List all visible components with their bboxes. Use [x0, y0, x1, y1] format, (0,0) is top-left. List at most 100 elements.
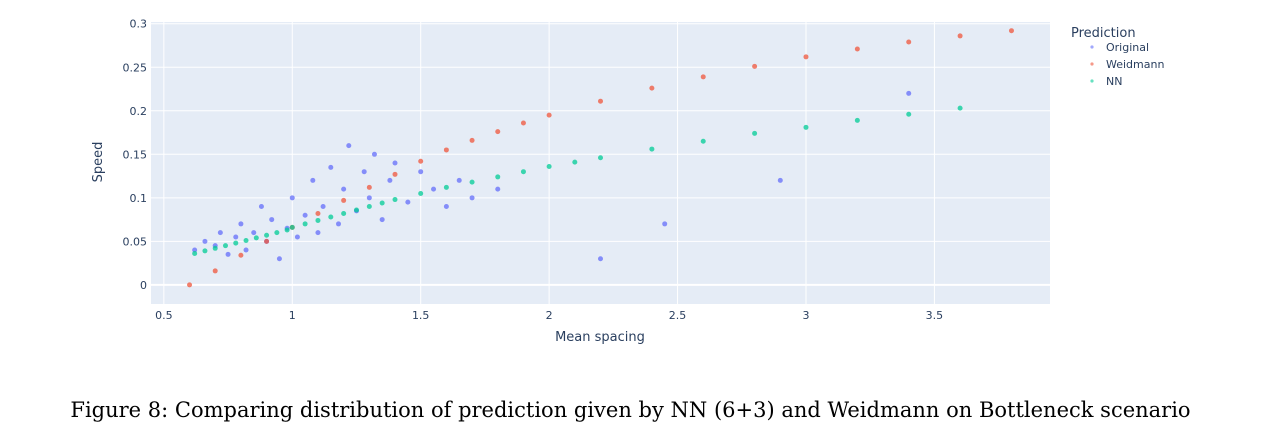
data-point [520, 120, 526, 126]
plot-area [151, 22, 1050, 304]
y-axis-title: Speed [91, 142, 106, 183]
data-point [289, 195, 295, 201]
data-point [243, 237, 249, 243]
data-point [361, 169, 367, 175]
data-point [192, 247, 198, 253]
figure-caption: Figure 8: Comparing distribution of pred… [70, 398, 1191, 422]
data-point [238, 221, 244, 227]
legend-label: NN [1106, 75, 1122, 88]
data-point [957, 105, 963, 111]
data-point [264, 238, 270, 244]
data-point [387, 177, 393, 183]
data-point [598, 98, 603, 104]
data-point [495, 174, 501, 180]
y-tick-label: 0.2 [130, 105, 148, 118]
data-point [456, 177, 462, 183]
legend[interactable]: Prediction Original Weidmann NN [1071, 26, 1164, 88]
data-point [649, 146, 655, 152]
data-point [495, 129, 501, 135]
data-point [443, 147, 449, 153]
data-point [662, 221, 668, 227]
data-point [752, 130, 758, 136]
data-points [187, 28, 1014, 288]
data-point [251, 230, 257, 236]
data-point [284, 227, 290, 233]
data-point [700, 138, 706, 144]
data-point [243, 247, 249, 253]
tick-labels: 0.5 1 1.5 2 2.5 3 3.5 0 0.05 0.1 0.15 0.2 0.25 0.3 [123, 18, 944, 322]
legend-item[interactable]: Weidmann [1090, 58, 1164, 71]
data-point [238, 252, 244, 258]
data-point [269, 217, 275, 223]
data-point [294, 234, 300, 240]
data-point [217, 230, 223, 236]
data-point [353, 207, 359, 213]
legend-item[interactable]: Original [1090, 41, 1149, 54]
data-point [418, 190, 424, 196]
data-point [649, 85, 655, 91]
x-tick-label: 2.5 [669, 309, 687, 322]
data-point [289, 224, 295, 230]
data-point [392, 197, 398, 203]
data-point [222, 243, 228, 249]
data-point [572, 159, 578, 165]
data-point [212, 268, 218, 274]
data-point [302, 221, 308, 227]
data-point [328, 164, 334, 170]
x-tick-label: 3 [802, 309, 809, 322]
data-point [957, 33, 963, 39]
data-point [752, 63, 758, 69]
data-point [225, 251, 231, 257]
x-axis-title: Mean spacing [555, 330, 645, 345]
series-original [192, 90, 912, 262]
data-point [366, 195, 372, 201]
y-tick-label: 0.1 [130, 192, 148, 205]
data-point [328, 214, 334, 220]
data-point [405, 199, 411, 205]
data-point [598, 256, 603, 262]
data-point [341, 197, 347, 203]
data-point [379, 217, 385, 223]
data-point [341, 210, 347, 216]
legend-label: Weidmann [1106, 58, 1164, 71]
legend-marker [1090, 79, 1094, 83]
grid-lines [151, 22, 1050, 304]
data-point [274, 230, 280, 236]
legend-label: Original [1106, 41, 1149, 54]
data-point [320, 204, 326, 210]
x-tick-label: 2 [546, 309, 553, 322]
legend-items: Original Weidmann NN [1090, 41, 1164, 88]
data-point [520, 169, 526, 175]
legend-marker [1090, 62, 1094, 66]
legend-item[interactable]: NN [1090, 75, 1122, 88]
data-point [392, 171, 398, 177]
data-point [469, 137, 475, 143]
data-point [264, 232, 270, 238]
data-point [212, 245, 218, 251]
y-tick-label: 0.15 [123, 148, 148, 161]
data-point [418, 158, 424, 164]
data-point [202, 238, 208, 244]
data-point [302, 212, 308, 218]
data-point [258, 204, 264, 210]
data-point [431, 186, 437, 192]
y-tick-label: 0.3 [130, 18, 148, 31]
data-point [253, 235, 259, 241]
series-nn [192, 105, 963, 257]
data-point [310, 177, 316, 183]
scatter-chart: 0.5 1 1.5 2 2.5 3 3.5 0 0.05 0.1 0.15 0.2 0.25 0.3 Me… [91, 18, 1164, 345]
data-point [276, 256, 282, 262]
data-point [854, 46, 860, 52]
data-point [315, 230, 321, 236]
data-point [546, 112, 552, 118]
legend-title: Prediction [1071, 26, 1136, 41]
data-point [233, 234, 239, 240]
data-point [379, 200, 385, 206]
data-point [803, 54, 809, 60]
x-tick-label: 3.5 [926, 309, 944, 322]
data-point [315, 210, 321, 216]
data-point [366, 204, 372, 210]
legend-marker [1090, 45, 1094, 49]
data-point [906, 39, 912, 45]
x-tick-label: 1.5 [412, 309, 430, 322]
